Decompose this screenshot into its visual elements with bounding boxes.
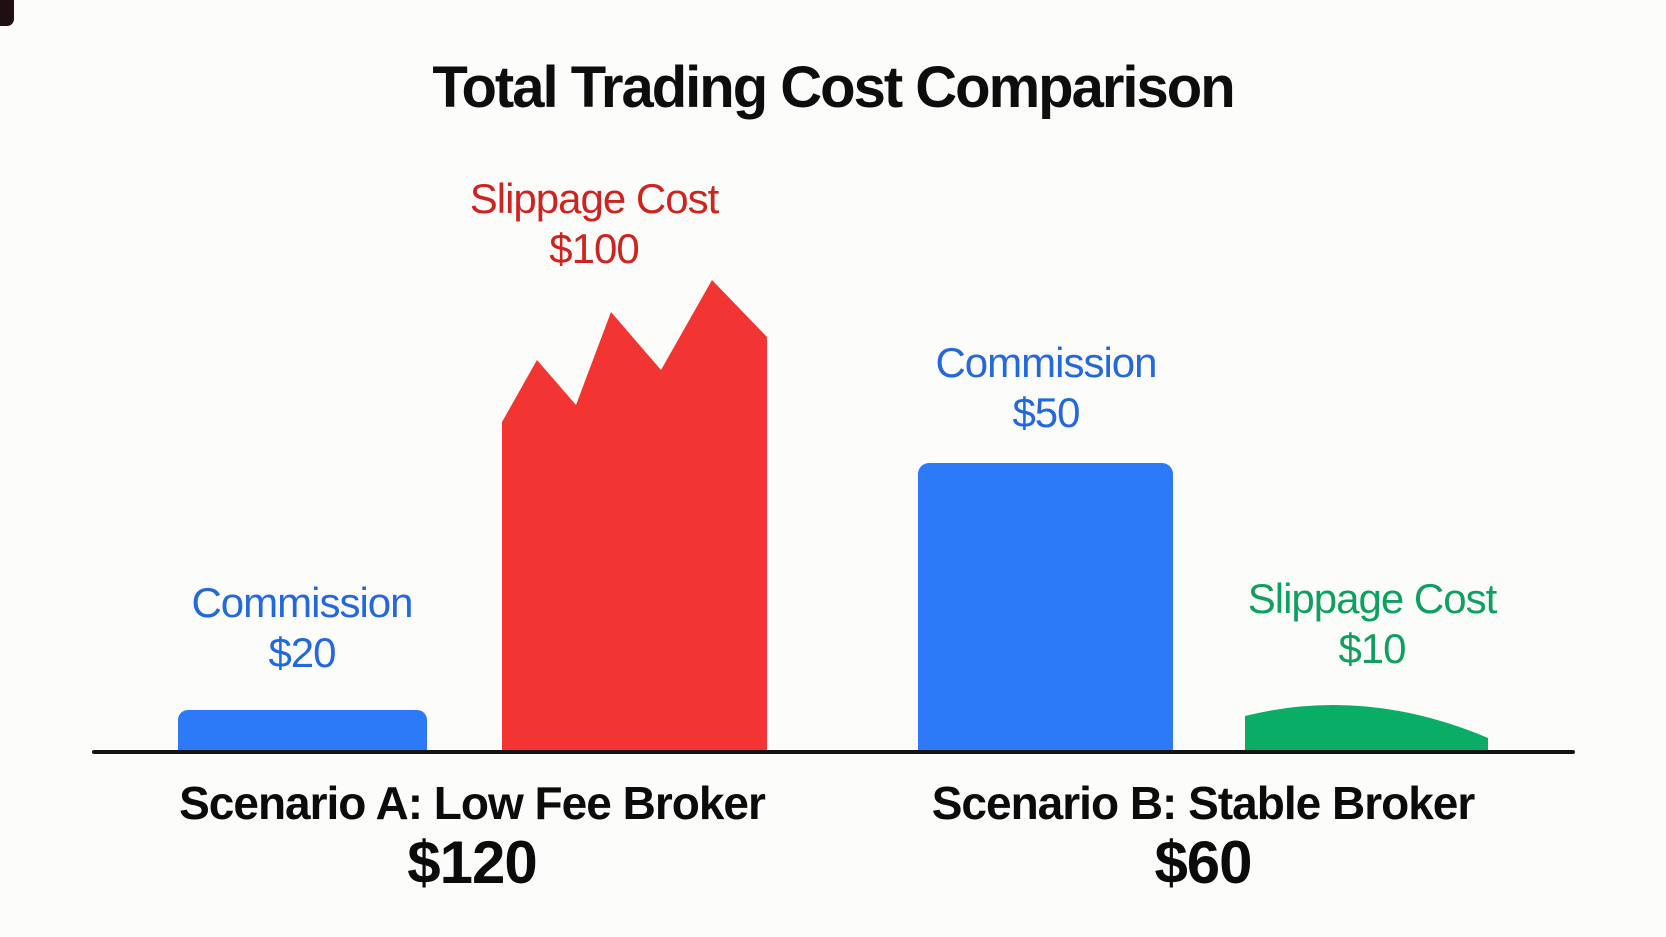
slippage-bar-b	[1245, 705, 1488, 752]
slippage-a-annotation: Slippage Cost $100	[444, 174, 744, 273]
slippage-b-annotation: Slippage Cost $10	[1220, 574, 1524, 673]
category-b-label: Scenario B: Stable Broker	[931, 777, 1476, 829]
jagged-zigzag-shape	[502, 280, 767, 752]
commission-b-label: Commission	[935, 339, 1157, 386]
commission-a-annotation: Commission $20	[152, 578, 452, 677]
chart-title: Total Trading Cost Comparison	[432, 55, 1235, 120]
commission-bar-a	[178, 710, 427, 752]
dome-arc-shape	[1245, 705, 1488, 752]
commission-b-value: $50	[1012, 388, 1080, 436]
commission-b-annotation: Commission $50	[896, 338, 1196, 437]
commission-bar-b	[918, 463, 1173, 752]
total-a-label: $120	[407, 829, 537, 896]
total-b-label: $60	[1154, 829, 1252, 896]
slippage-bar-a	[502, 280, 767, 752]
commission-a-value: $20	[268, 628, 336, 676]
slippage-b-label: Slippage Cost	[1247, 575, 1498, 622]
slippage-a-value: $100	[549, 224, 639, 272]
category-a-label: Scenario A: Low Fee Broker	[179, 777, 766, 829]
commission-a-label: Commission	[191, 579, 413, 626]
x-axis-line	[92, 750, 1575, 754]
slippage-b-value: $10	[1338, 624, 1406, 672]
slippage-a-label: Slippage Cost	[469, 175, 720, 222]
corner-artifact	[0, 0, 14, 26]
